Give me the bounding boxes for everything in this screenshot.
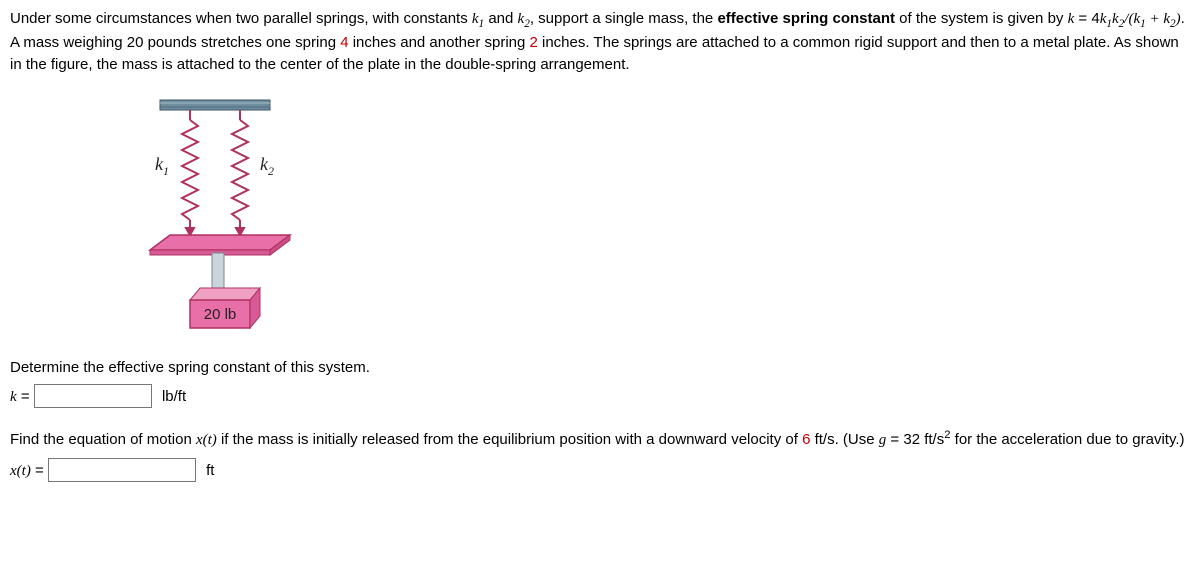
q2-var: x(t) (10, 463, 31, 479)
spring-k1 (182, 110, 198, 235)
k-input[interactable] (34, 384, 152, 408)
q2-prompt: Find the equation of motion x(t) if the … (10, 427, 1190, 452)
eq-sign: = (886, 431, 903, 448)
spring-figure: k1 k2 20 lb (120, 90, 310, 340)
xt-input[interactable] (48, 458, 196, 482)
text: and (484, 10, 517, 27)
q1-prompt: Determine the effective spring constant … (10, 357, 1190, 379)
bold-term: effective spring constant (717, 10, 895, 27)
q1-unit: lb/ft (162, 388, 186, 405)
text: ft/s. (Use (810, 431, 878, 448)
text: of the system is given by (895, 10, 1068, 27)
rod (212, 253, 224, 288)
var-k1: k1 (472, 11, 484, 27)
text: for the acceleration due to gravity.) (950, 431, 1184, 448)
text: Under some circumstances when two parall… (10, 10, 472, 27)
q1-answer-line: k = lb/ft (10, 384, 1190, 409)
g-val: 32 ft/s2 (903, 431, 950, 448)
formula: k1k2/(k1 + k2) (1100, 11, 1181, 27)
text: if the mass is initially released from t… (217, 431, 802, 448)
var-k2: k2 (518, 11, 530, 27)
text: inches and another spring (349, 34, 530, 51)
mass-label: 20 lb (204, 306, 237, 323)
q2-unit: ft (206, 462, 214, 479)
spring-k2 (232, 110, 248, 235)
eq-sign: = (31, 462, 48, 479)
k1-label: k1 (155, 154, 169, 178)
k2-label: k2 (260, 154, 274, 178)
value-2: 2 (530, 34, 538, 51)
plate (150, 235, 290, 250)
support-bar (160, 100, 270, 110)
value-4: 4 (340, 34, 348, 51)
formula-eq: = 4 (1074, 10, 1099, 27)
eq-sign: = (17, 388, 34, 405)
q1-var: k (10, 389, 17, 405)
text: , support a single mass, the (530, 10, 718, 27)
xt: x(t) (196, 432, 217, 448)
q2-answer-line: x(t) = ft (10, 458, 1190, 483)
mass-block: 20 lb (190, 288, 260, 328)
figure: k1 k2 20 lb (120, 90, 310, 347)
problem-text: Under some circumstances when two parall… (10, 8, 1190, 76)
text: Find the equation of motion (10, 431, 196, 448)
